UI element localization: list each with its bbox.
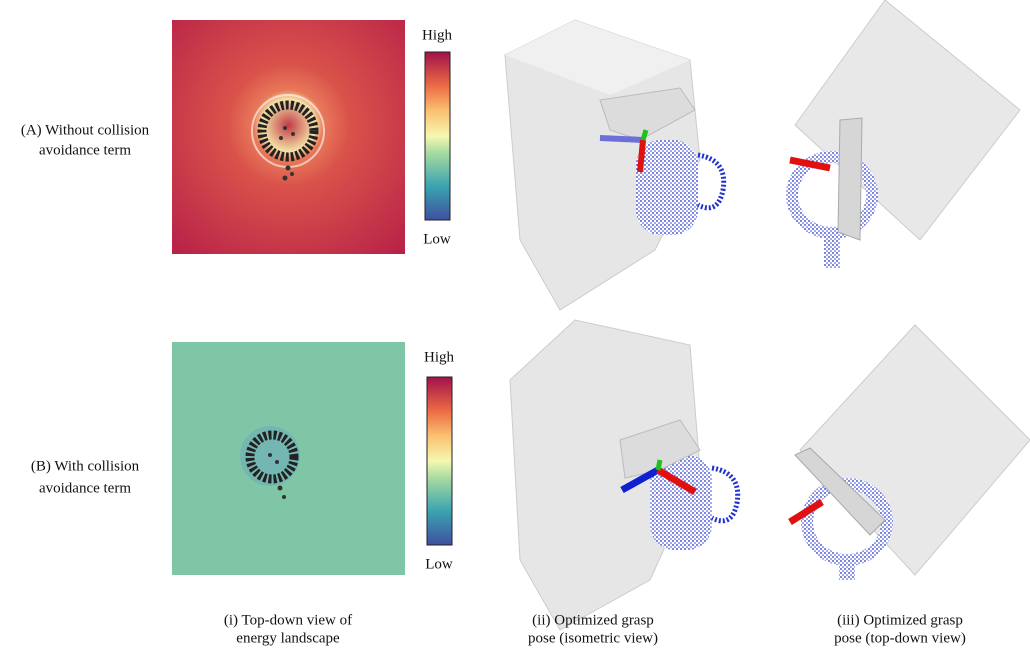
- row-label: (A) Without collision: [21, 122, 150, 138]
- caption: (iii) Optimized grasp: [837, 612, 963, 628]
- row-label: avoidance term: [39, 142, 131, 158]
- colorbar-high: High: [424, 349, 455, 365]
- colorbar: [426, 376, 453, 546]
- caption: energy landscape: [236, 630, 340, 646]
- caption: pose (top-down view): [834, 630, 966, 646]
- colorbar: [424, 51, 451, 221]
- caption: pose (isometric view): [528, 630, 658, 646]
- caption: (i) Top-down view of: [224, 612, 352, 628]
- render-iso-b: [509, 319, 741, 631]
- heatmap-a: [172, 20, 405, 254]
- colorbar-low: Low: [423, 231, 451, 247]
- render-top-b: [788, 324, 1030, 580]
- row-label: avoidance term: [39, 480, 131, 496]
- row-label: (B) With collision: [31, 458, 140, 474]
- heatmap-b: [172, 342, 405, 575]
- render-top-a: [786, 0, 1021, 268]
- colorbar-high: High: [422, 27, 453, 43]
- render-iso-a: [504, 19, 727, 311]
- caption: (ii) Optimized grasp: [532, 612, 654, 628]
- colorbar-low: Low: [425, 556, 453, 572]
